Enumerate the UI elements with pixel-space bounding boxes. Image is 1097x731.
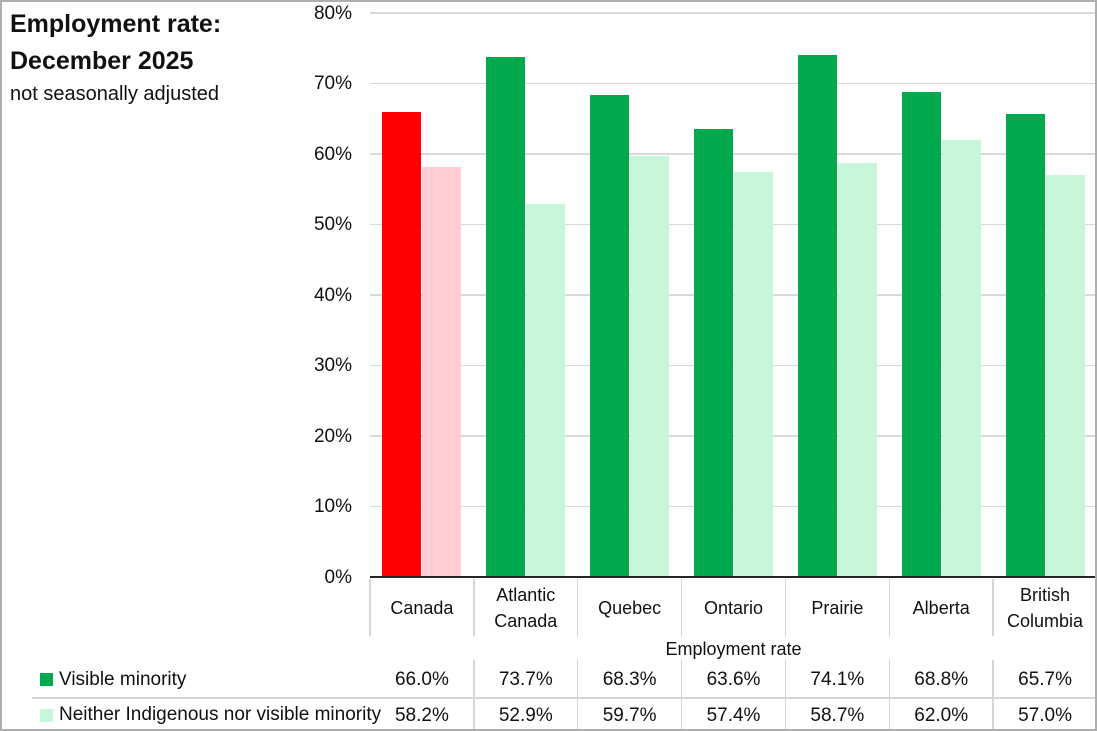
table-value-atlantic-canada-row-1: 73.7% [498,669,553,690]
bar-british-columbia-series-2 [1045,175,1085,577]
y-axis-tick-60%: 60% [313,143,352,165]
table-column-divider-4 [784,660,787,729]
y-axis-tick-30%: 30% [313,355,352,376]
bar-canada-series-1 [382,111,422,577]
category-label-atlantic-canada: Atlantic Canada [494,584,558,631]
bar-prairie-series-2 [837,163,877,577]
legend-swatch-1 [40,673,53,686]
x-axis-line [370,576,1095,578]
gridline-70% [370,82,1095,85]
legend-swatch-2 [40,708,53,722]
gridline-80% [370,12,1095,14]
chart-subtitle: not seasonally adjusted [10,83,220,105]
bar-quebec-series-1 [590,95,630,577]
table-value-canada-row-1: 66.0% [394,669,449,690]
legend-row-label-1: Visible minority [40,662,186,697]
legend-name-2: Neither Indigenous nor visible minority [59,704,382,725]
y-axis-tick-70%: 70% [313,73,352,94]
category-divider-5 [888,579,891,636]
category-label-prairie: Prairie [811,597,864,618]
y-axis-tick-10%: 10% [313,496,352,517]
bar-alberta-series-2 [941,139,981,577]
legend-row-label-2: Neither Indigenous nor visible minority [40,699,382,729]
category-label-canada: Canada [390,597,454,618]
table-value-prairie-row-1: 74.1% [810,669,865,690]
table-value-ontario-row-1: 63.6% [706,669,761,690]
table-column-divider-6 [992,660,994,729]
y-axis-tick-0%: 0% [324,566,352,588]
bar-canada-series-2 [422,166,462,577]
table-value-british-columbia-row-1: 65.7% [1018,669,1072,690]
table-value-alberta-row-1: 68.8% [914,669,969,690]
y-axis-tick-40%: 40% [313,284,352,306]
category-divider-4 [784,579,787,636]
category-divider-2 [576,579,579,636]
table-value-prairie-row-2: 58.7% [810,704,865,726]
table-row-divider [32,697,1095,699]
table-value-quebec-row-1: 68.3% [602,669,657,690]
chart-title-line-1: Employment rate: [10,10,222,38]
table-axis-title: Employment rate [665,639,802,659]
legend-name-1: Visible minority [59,668,187,690]
category-label-ontario: Ontario [703,597,763,618]
bar-alberta-series-1 [901,91,941,577]
table-value-alberta-row-2: 62.0% [914,704,969,726]
table-column-divider-2 [576,660,579,729]
category-divider-0 [369,579,371,636]
bar-ontario-series-2 [734,172,773,577]
table-column-divider-1 [473,660,475,729]
table-column-divider-3 [680,660,683,729]
y-axis-tick-80%: 80% [313,2,352,24]
bar-ontario-series-1 [694,128,733,577]
category-label-british-columbia: British Columbia [1007,584,1084,631]
table-value-ontario-row-2: 57.4% [706,704,761,726]
table-value-quebec-row-2: 59.7% [602,704,657,726]
bar-atlantic-canada-series-2 [526,204,566,577]
table-value-atlantic-canada-row-2: 52.9% [498,704,553,726]
y-axis-tick-20%: 20% [313,425,352,447]
category-divider-3 [680,579,683,636]
table-value-canada-row-2: 58.2% [394,704,449,726]
category-label-quebec: Quebec [598,597,662,618]
category-label-alberta: Alberta [912,597,970,618]
category-divider-1 [473,579,475,636]
chart-title-block: Employment rate: December 2025 not seaso… [10,6,221,109]
bar-british-columbia-series-1 [1005,113,1045,577]
table-column-divider-5 [888,660,891,729]
gridline-60% [370,153,1095,155]
table-value-british-columbia-row-2: 57.0% [1018,704,1072,726]
bar-atlantic-canada-series-1 [486,57,526,577]
y-axis-tick-50%: 50% [313,214,352,235]
chart-title-line-2: December 2025 [10,47,194,75]
bar-quebec-series-2 [630,156,670,577]
category-divider-6 [992,579,994,636]
bar-prairie-series-1 [797,54,837,577]
